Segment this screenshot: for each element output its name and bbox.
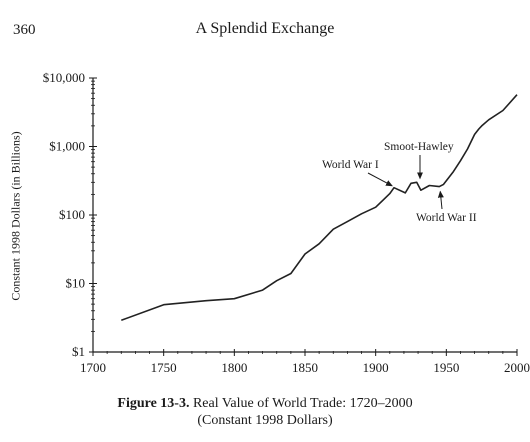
x-tick-label: 1950 — [433, 360, 459, 375]
series-line-0 — [121, 94, 518, 322]
x-tick-label: 1750 — [151, 360, 177, 375]
figure-title: Real Value of World Trade: 1720–2000 — [192, 396, 413, 411]
annotation-arrow — [367, 172, 393, 187]
x-tick-label: 1900 — [363, 360, 389, 375]
y-tick-label: $10 — [66, 276, 86, 291]
figure-subtitle: (Constant 1998 Dollars) — [197, 413, 333, 428]
annotation-arrow — [437, 190, 444, 210]
x-tick-label: 1800 — [221, 360, 247, 375]
annotation-label: World War II — [416, 212, 477, 224]
y-tick-label: $10,000 — [43, 70, 85, 85]
x-tick-label: 1700 — [80, 360, 106, 375]
y-tick-label: $100 — [59, 207, 85, 222]
annotation-label: Smoot-Hawley — [384, 141, 454, 153]
y-tick-label: $1,000 — [49, 139, 85, 154]
running-head: A Splendid Exchange — [195, 20, 335, 37]
figure-caption: Figure 13-3. Real Value of World Trade: … — [0, 396, 530, 412]
annotation-label: World War I — [322, 159, 379, 171]
world-trade-chart: $1 $10 $100 $1,000 $10,000 1700 1750 1800 1850 19… — [43, 70, 530, 375]
page-number: 360 — [13, 22, 36, 38]
y-tick-label: $1 — [72, 344, 85, 359]
figure-number: Figure 13-3. — [117, 396, 190, 411]
x-tick-label: 2000 — [504, 360, 530, 375]
x-tick-label: 1850 — [292, 360, 318, 375]
